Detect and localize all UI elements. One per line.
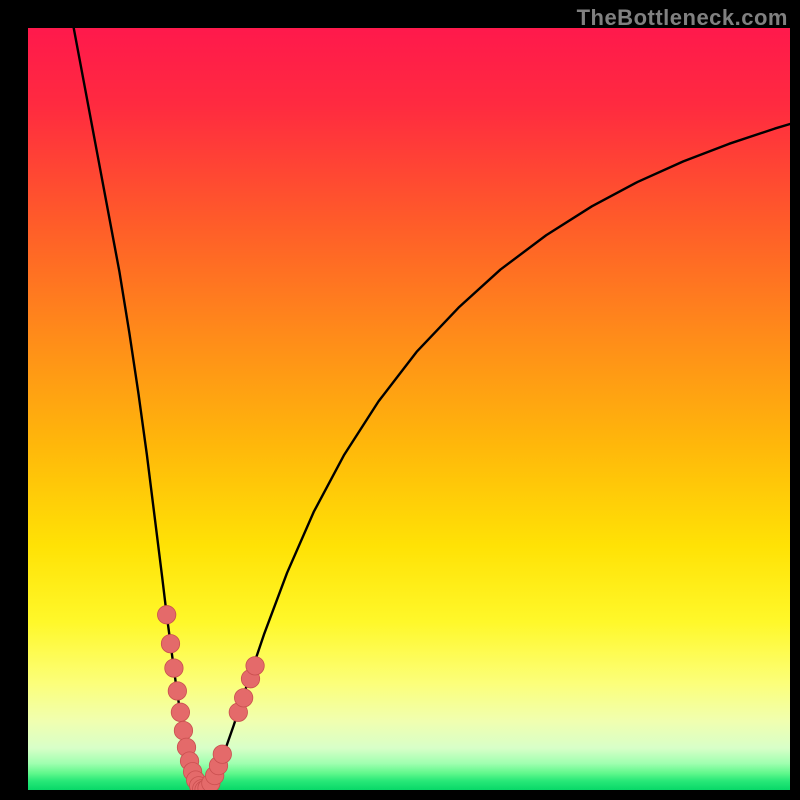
watermark-text: TheBottleneck.com bbox=[577, 5, 788, 31]
data-marker bbox=[157, 606, 175, 624]
data-marker bbox=[174, 721, 192, 739]
data-marker bbox=[161, 634, 179, 652]
data-marker bbox=[171, 703, 189, 721]
curve-left-branch bbox=[74, 28, 204, 790]
data-marker bbox=[234, 689, 252, 707]
curve-right-branch bbox=[204, 124, 790, 790]
data-marker bbox=[246, 657, 264, 675]
data-marker bbox=[213, 745, 231, 763]
chart-container: { "meta": { "watermark_text": "TheBottle… bbox=[0, 0, 800, 800]
data-marker bbox=[168, 682, 186, 700]
data-marker bbox=[165, 659, 183, 677]
plot-svg bbox=[0, 0, 800, 800]
